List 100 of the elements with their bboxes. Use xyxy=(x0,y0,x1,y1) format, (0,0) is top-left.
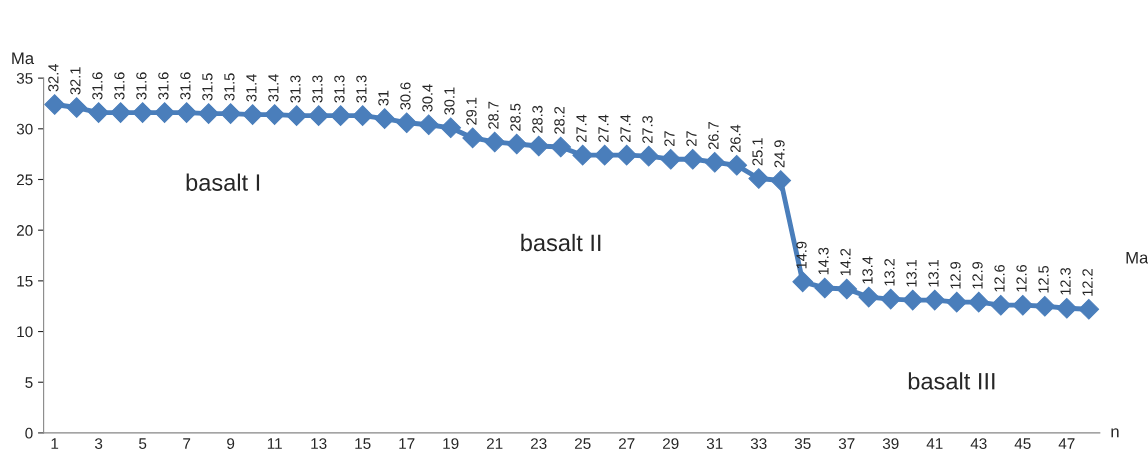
data-label: 12.6 xyxy=(994,264,1005,292)
point xyxy=(1034,295,1056,317)
point xyxy=(1056,297,1078,319)
data-label: 29.1 xyxy=(466,97,477,125)
data-label: 25.1 xyxy=(752,138,763,166)
point xyxy=(154,102,175,123)
point xyxy=(682,148,704,170)
point xyxy=(396,112,418,134)
data-label: 31.6 xyxy=(92,72,103,100)
y-tick-label: 0 xyxy=(25,427,33,439)
point xyxy=(44,94,65,115)
data-label: 28.3 xyxy=(532,105,543,133)
point xyxy=(770,170,792,191)
x-tick-label: 19 xyxy=(443,438,459,449)
point xyxy=(836,278,858,300)
y-tick-label: 35 xyxy=(16,72,33,84)
y-tick-label: 30 xyxy=(16,123,33,135)
point xyxy=(308,105,330,126)
point xyxy=(858,286,880,308)
x-tick-label: 47 xyxy=(1058,438,1075,449)
data-label: 27 xyxy=(664,131,675,146)
point xyxy=(704,151,726,173)
data-label: 14.2 xyxy=(840,248,851,276)
point xyxy=(968,291,990,313)
point xyxy=(594,144,616,166)
point xyxy=(352,105,374,126)
data-label: 12.9 xyxy=(972,261,983,289)
y-tick-label: 20 xyxy=(16,225,33,236)
point xyxy=(528,135,550,157)
x-tick-label: 45 xyxy=(1014,438,1031,449)
data-label: 27.4 xyxy=(576,114,587,142)
data-label: 27.3 xyxy=(642,115,653,143)
x-tick-label: 31 xyxy=(706,438,723,449)
point xyxy=(550,136,572,158)
data-label: 28.5 xyxy=(510,103,521,131)
data-label: 31.4 xyxy=(268,74,279,102)
annotation: basalt I xyxy=(186,173,260,191)
point xyxy=(792,271,814,293)
x-tick-label: 43 xyxy=(970,438,987,449)
annotation: basalt III xyxy=(908,372,995,390)
data-label: 31.6 xyxy=(158,72,169,100)
annotation: basalt II xyxy=(521,233,601,252)
x-tick-label: 15 xyxy=(355,438,371,449)
data-label: 27.4 xyxy=(620,114,631,142)
point xyxy=(946,291,968,313)
data-label: 13.1 xyxy=(906,259,917,287)
point xyxy=(418,114,440,136)
x-tick-label: 35 xyxy=(794,438,811,449)
point xyxy=(484,131,506,153)
data-label: 31.3 xyxy=(290,75,301,103)
data-label: 30.1 xyxy=(444,87,455,115)
data-label: 24.9 xyxy=(774,140,785,168)
point xyxy=(880,288,902,310)
data-label: 13.1 xyxy=(928,259,939,287)
point xyxy=(220,103,241,124)
point xyxy=(132,102,153,123)
x-tick-label: 33 xyxy=(750,438,767,449)
data-label: 31.4 xyxy=(246,74,257,102)
data-label: 30.4 xyxy=(422,84,433,112)
x-tick-label: 39 xyxy=(882,438,899,449)
point xyxy=(506,133,528,155)
point xyxy=(176,102,197,123)
data-label: 31.5 xyxy=(202,73,213,101)
data-label: 27.4 xyxy=(598,114,609,142)
x-tick-label: 29 xyxy=(662,438,679,449)
point xyxy=(264,104,285,125)
data-label: 31.3 xyxy=(356,75,367,103)
data-label: 28.2 xyxy=(554,106,565,134)
point xyxy=(726,154,748,176)
data-label: 31.6 xyxy=(180,72,191,100)
data-label: 14.3 xyxy=(818,247,829,275)
point xyxy=(330,105,352,126)
point xyxy=(242,104,263,125)
data-label: 32.1 xyxy=(70,67,81,95)
x-tick-label: 7 xyxy=(183,438,191,449)
data-label: 31.6 xyxy=(114,72,125,100)
x-tick-label: 21 xyxy=(486,438,503,449)
x-tick-label: 1 xyxy=(51,438,59,449)
point xyxy=(66,97,87,118)
data-label: 27 xyxy=(686,131,697,146)
data-label: 12.5 xyxy=(1038,265,1049,293)
data-label: 31.3 xyxy=(334,75,345,103)
data-label: 12.2 xyxy=(1082,269,1093,296)
point xyxy=(616,144,638,166)
x-tick-label: 13 xyxy=(311,438,327,449)
data-label: 28.7 xyxy=(488,101,499,129)
data-label: 31 xyxy=(378,90,389,106)
data-label: 31.6 xyxy=(136,72,147,100)
x-tick-label: 41 xyxy=(926,438,943,449)
data-label: 13.2 xyxy=(884,258,895,286)
point xyxy=(110,102,131,123)
data-label: 14.9 xyxy=(796,241,807,269)
point xyxy=(1012,294,1034,316)
x-tick-label: 23 xyxy=(530,438,547,449)
point xyxy=(660,148,682,170)
point xyxy=(374,108,396,130)
data-label: 31.3 xyxy=(312,75,323,103)
y-tick-label: 15 xyxy=(17,275,33,287)
point xyxy=(990,294,1012,316)
y-tick-label: 5 xyxy=(25,377,33,388)
